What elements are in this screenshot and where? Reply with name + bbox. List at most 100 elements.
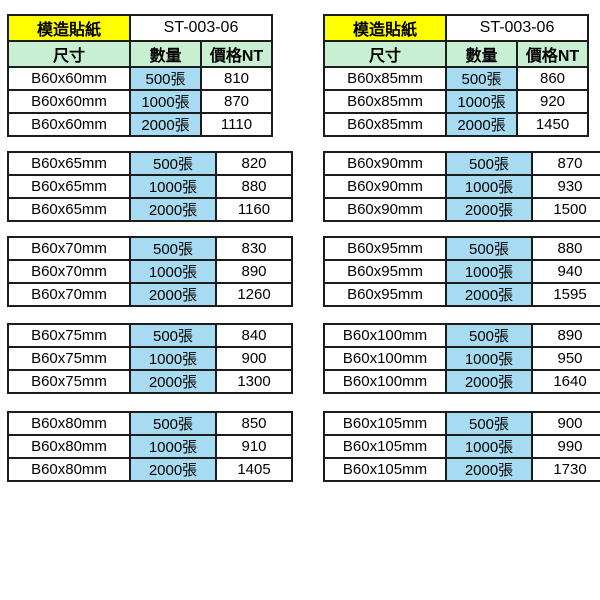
col-header-price: 價格NT bbox=[200, 40, 273, 68]
size-cell: B60x80mm bbox=[7, 411, 131, 436]
qty-cell: 2000張 bbox=[445, 282, 533, 307]
product-code-cell: ST-003-06 bbox=[445, 14, 589, 42]
table-row: B60x105mm 2000張 1730 bbox=[323, 457, 600, 482]
size-cell: B60x75mm bbox=[7, 323, 131, 348]
qty-cell: 2000張 bbox=[129, 197, 217, 222]
price-column-left: 模造貼紙 ST-003-06 尺寸 數量 價格NT B60x60mm 500張 810 B60x… bbox=[7, 14, 293, 482]
qty-cell: 500張 bbox=[445, 236, 533, 261]
qty-cell: 500張 bbox=[445, 323, 533, 348]
table-row: B60x70mm 2000張 1260 bbox=[7, 282, 293, 307]
size-cell: B60x90mm bbox=[323, 174, 447, 199]
table-row: B60x85mm 500張 860 bbox=[323, 66, 589, 91]
price-table: B60x80mm 500張 850 B60x80mm 1000張 910 B60x80mm 2… bbox=[7, 411, 293, 482]
price-table: B60x95mm 500張 880 B60x95mm 1000張 940 B60x95mm 2… bbox=[323, 236, 600, 307]
size-cell: B60x90mm bbox=[323, 151, 447, 176]
size-cell: B60x80mm bbox=[7, 457, 131, 482]
price-cell: 920 bbox=[516, 89, 589, 114]
qty-cell: 1000張 bbox=[445, 89, 518, 114]
table-row: B60x60mm 500張 810 bbox=[7, 66, 273, 91]
col-header-size: 尺寸 bbox=[323, 40, 447, 68]
col-header-qty: 數量 bbox=[129, 40, 202, 68]
table-row: B60x65mm 2000張 1160 bbox=[7, 197, 293, 222]
qty-cell: 500張 bbox=[129, 323, 217, 348]
price-table: B60x90mm 500張 870 B60x90mm 1000張 930 B60x90mm 2… bbox=[323, 151, 600, 222]
table-row: B60x60mm 2000張 1110 bbox=[7, 112, 273, 137]
qty-cell: 500張 bbox=[129, 66, 202, 91]
price-cell: 1110 bbox=[200, 112, 273, 137]
price-cell: 1500 bbox=[531, 197, 600, 222]
table-row: B60x75mm 2000張 1300 bbox=[7, 369, 293, 394]
size-cell: B60x60mm bbox=[7, 89, 131, 114]
table-row: B60x75mm 500張 840 bbox=[7, 323, 293, 348]
qty-cell: 1000張 bbox=[129, 89, 202, 114]
size-cell: B60x95mm bbox=[323, 282, 447, 307]
qty-cell: 2000張 bbox=[129, 457, 217, 482]
price-table: B60x100mm 500張 890 B60x100mm 1000張 950 B60x100… bbox=[323, 323, 600, 394]
price-cell: 1300 bbox=[215, 369, 293, 394]
price-cell: 940 bbox=[531, 259, 600, 284]
price-column-right: 模造貼紙 ST-003-06 尺寸 數量 價格NT B60x85mm 500張 860 B60x… bbox=[323, 14, 600, 482]
size-cell: B60x65mm bbox=[7, 151, 131, 176]
price-cell: 810 bbox=[200, 66, 273, 91]
qty-cell: 500張 bbox=[129, 151, 217, 176]
size-cell: B60x85mm bbox=[323, 66, 447, 91]
qty-cell: 500張 bbox=[129, 411, 217, 436]
price-cell: 860 bbox=[516, 66, 589, 91]
price-table: B60x105mm 500張 900 B60x105mm 1000張 990 B60x105… bbox=[323, 411, 600, 482]
qty-cell: 1000張 bbox=[129, 174, 217, 199]
table-row: B60x95mm 500張 880 bbox=[323, 236, 600, 261]
size-cell: B60x75mm bbox=[7, 346, 131, 371]
qty-cell: 2000張 bbox=[445, 457, 533, 482]
qty-cell: 1000張 bbox=[129, 346, 217, 371]
size-cell: B60x95mm bbox=[323, 259, 447, 284]
price-cell: 1160 bbox=[215, 197, 293, 222]
price-cell: 910 bbox=[215, 434, 293, 459]
qty-cell: 500張 bbox=[445, 66, 518, 91]
price-table: 模造貼紙 ST-003-06 尺寸 數量 價格NT B60x85mm 500張 860 B60x… bbox=[323, 14, 589, 137]
price-cell: 1450 bbox=[516, 112, 589, 137]
price-table: B60x70mm 500張 830 B60x70mm 1000張 890 B60x70mm 2… bbox=[7, 236, 293, 307]
size-cell: B60x100mm bbox=[323, 369, 447, 394]
price-table: B60x75mm 500張 840 B60x75mm 1000張 900 B60x75mm 2… bbox=[7, 323, 293, 394]
table-row: B60x60mm 1000張 870 bbox=[7, 89, 273, 114]
size-cell: B60x105mm bbox=[323, 457, 447, 482]
size-cell: B60x75mm bbox=[7, 369, 131, 394]
col-header-size: 尺寸 bbox=[7, 40, 131, 68]
price-cell: 1640 bbox=[531, 369, 600, 394]
column-header-row: 尺寸 數量 價格NT bbox=[7, 40, 273, 68]
table-row: B60x80mm 1000張 910 bbox=[7, 434, 293, 459]
table-row: B60x100mm 2000張 1640 bbox=[323, 369, 600, 394]
price-cell: 1260 bbox=[215, 282, 293, 307]
table-row: B60x85mm 1000張 920 bbox=[323, 89, 589, 114]
size-cell: B60x100mm bbox=[323, 346, 447, 371]
size-cell: B60x65mm bbox=[7, 197, 131, 222]
table-row: B60x90mm 500張 870 bbox=[323, 151, 600, 176]
qty-cell: 500張 bbox=[445, 411, 533, 436]
price-cell: 900 bbox=[215, 346, 293, 371]
product-header-row: 模造貼紙 ST-003-06 bbox=[323, 14, 589, 42]
qty-cell: 2000張 bbox=[445, 369, 533, 394]
product-name-cell: 模造貼紙 bbox=[323, 14, 447, 42]
qty-cell: 1000張 bbox=[445, 174, 533, 199]
table-row: B60x105mm 1000張 990 bbox=[323, 434, 600, 459]
size-cell: B60x65mm bbox=[7, 174, 131, 199]
col-header-qty: 數量 bbox=[445, 40, 518, 68]
size-cell: B60x100mm bbox=[323, 323, 447, 348]
price-cell: 990 bbox=[531, 434, 600, 459]
product-name-cell: 模造貼紙 bbox=[7, 14, 131, 42]
price-cell: 870 bbox=[200, 89, 273, 114]
table-row: B60x90mm 2000張 1500 bbox=[323, 197, 600, 222]
price-table: 模造貼紙 ST-003-06 尺寸 數量 價格NT B60x60mm 500張 810 B60x… bbox=[7, 14, 273, 137]
table-row: B60x85mm 2000張 1450 bbox=[323, 112, 589, 137]
table-row: B60x100mm 1000張 950 bbox=[323, 346, 600, 371]
qty-cell: 2000張 bbox=[129, 282, 217, 307]
column-header-row: 尺寸 數量 價格NT bbox=[323, 40, 589, 68]
size-cell: B60x85mm bbox=[323, 89, 447, 114]
table-row: B60x95mm 1000張 940 bbox=[323, 259, 600, 284]
size-cell: B60x80mm bbox=[7, 434, 131, 459]
price-cell: 820 bbox=[215, 151, 293, 176]
table-row: B60x65mm 1000張 880 bbox=[7, 174, 293, 199]
price-cell: 900 bbox=[531, 411, 600, 436]
size-cell: B60x70mm bbox=[7, 282, 131, 307]
